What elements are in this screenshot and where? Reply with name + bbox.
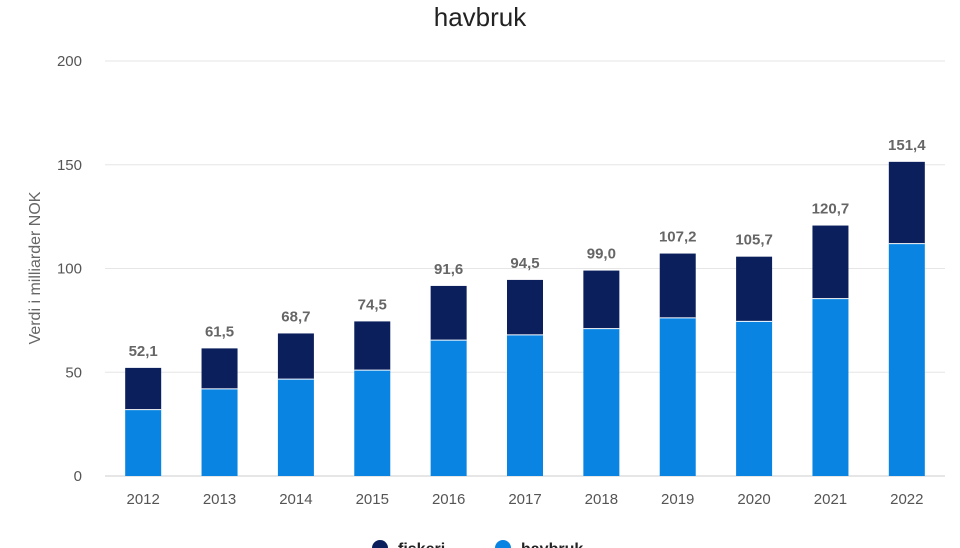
data-label-total: 74,5 — [358, 296, 387, 313]
data-labels: 52,1 61,5 68,7 74,5 91,6 94,5 99,0 107,2 105,7 12… — [129, 137, 927, 360]
y-tick-label: 150 — [57, 157, 82, 174]
bar-havbruk — [507, 334, 543, 476]
bar-havbruk — [812, 298, 849, 476]
x-tick-label: 2020 — [737, 491, 770, 508]
data-label-total: 99,0 — [587, 246, 616, 263]
bar-fiskeri — [888, 161, 925, 244]
bar-fiskeri — [659, 253, 696, 318]
bars — [125, 161, 925, 476]
x-tick-label: 2021 — [814, 491, 847, 508]
bar-havbruk — [125, 409, 162, 476]
y-tick-label: 0 — [74, 468, 82, 485]
grid-lines — [105, 60, 945, 477]
data-label-total: 68,7 — [281, 308, 310, 325]
data-label-total: 94,5 — [510, 255, 539, 272]
bar-havbruk — [736, 321, 773, 476]
data-label-total: 91,6 — [434, 261, 463, 278]
x-tick-label: 2012 — [126, 491, 159, 508]
x-tick-label: 2019 — [661, 491, 694, 508]
y-tick-label: 50 — [65, 364, 82, 381]
data-label-total: 151,4 — [888, 137, 926, 154]
y-tick-label: 200 — [57, 53, 82, 70]
x-tick-label: 2017 — [508, 491, 541, 508]
y-axis-label: Verdi i milliarder NOK — [27, 191, 44, 344]
y-tick-label: 100 — [57, 261, 82, 278]
legend-label-havbruk[interactable]: havbruk — [521, 541, 583, 548]
data-label-total: 61,5 — [205, 323, 234, 340]
data-label-total: 107,2 — [659, 229, 697, 246]
x-tick-label: 2016 — [432, 491, 465, 508]
data-label-total: 105,7 — [735, 232, 773, 249]
x-tick-label: 2018 — [585, 491, 618, 508]
bar-havbruk — [277, 379, 314, 476]
bar-havbruk — [354, 370, 391, 476]
bar-fiskeri — [736, 256, 773, 322]
bar-fiskeri — [354, 321, 391, 371]
x-tick-label: 2015 — [356, 491, 389, 508]
legend-swatch-fiskeri[interactable] — [372, 540, 388, 548]
bar-havbruk — [888, 243, 925, 476]
bar-fiskeri — [201, 348, 238, 389]
x-tick-label: 2013 — [203, 491, 236, 508]
bar-havbruk — [201, 388, 238, 476]
bar-fiskeri — [430, 285, 467, 341]
data-label-total: 52,1 — [129, 343, 158, 360]
x-tick-labels: 2012 2013 2014 2015 2016 2017 2018 2019 2020 2021… — [126, 491, 923, 508]
bar-fiskeri — [507, 279, 543, 335]
legend-label-fiskeri[interactable]: fiskeri — [398, 541, 445, 548]
x-tick-label: 2014 — [279, 491, 312, 508]
legend[interactable]: fiskeri havbruk — [372, 540, 583, 548]
bar-havbruk — [583, 328, 620, 476]
legend-swatch-havbruk[interactable] — [495, 540, 511, 548]
data-label-total: 120,7 — [812, 201, 850, 218]
chart-title: havbruk — [434, 2, 527, 32]
bar-havbruk — [659, 317, 696, 476]
bar-fiskeri — [125, 367, 162, 410]
bar-fiskeri — [812, 225, 849, 299]
bar-havbruk — [430, 340, 467, 476]
bar-fiskeri — [277, 333, 314, 380]
bar-fiskeri — [583, 270, 620, 329]
x-tick-label: 2022 — [890, 491, 923, 508]
y-tick-labels: 0 50 100 150 200 — [57, 53, 82, 485]
